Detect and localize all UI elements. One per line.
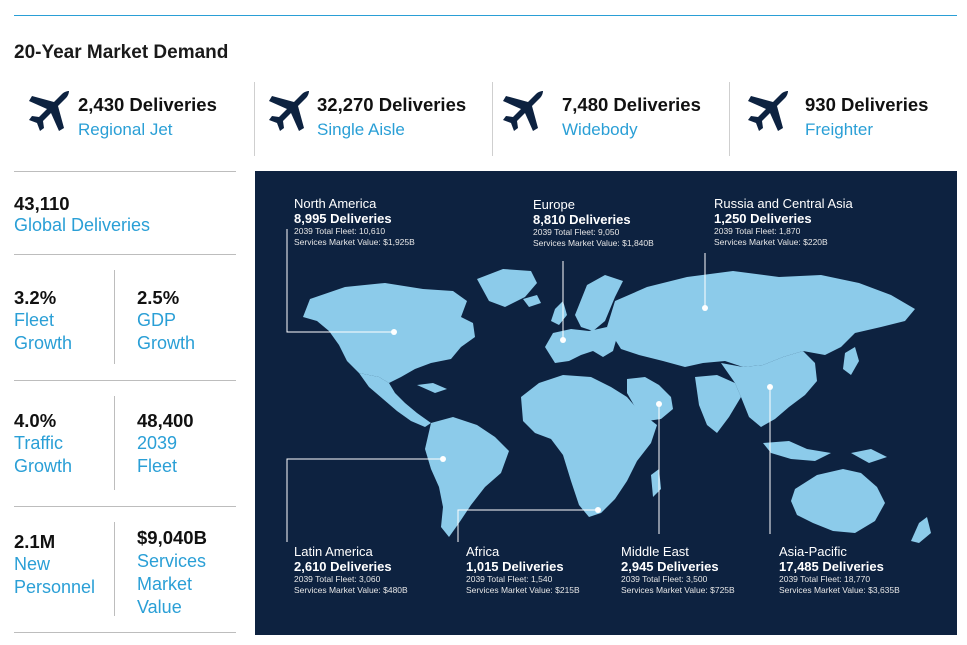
region-fleet: 2039 Total Fleet: 1,540 bbox=[466, 574, 553, 584]
region-services: Services Market Value: $220B bbox=[714, 237, 828, 247]
fleet-2039-label: 2039 Fleet bbox=[137, 433, 178, 476]
airplane-icon bbox=[269, 91, 309, 131]
category-freighter: 930 Deliveries Freighter bbox=[743, 86, 957, 156]
airplane-icon bbox=[748, 91, 788, 131]
region-africa: Africa 1,015 Deliveries 2039 Total Fleet… bbox=[466, 544, 580, 596]
region-name: Latin America bbox=[294, 544, 373, 559]
category-regional-jet: 2,430 Deliveries Regional Jet bbox=[24, 86, 244, 156]
category-widebody: 7,480 Deliveries Widebody bbox=[498, 86, 723, 156]
new-personnel-value: 2.1M bbox=[14, 531, 56, 552]
region-deliveries: 8,810 Deliveries bbox=[533, 212, 631, 227]
region-name: North America bbox=[294, 196, 377, 211]
region-latin-america: Latin America 2,610 Deliveries 2039 Tota… bbox=[294, 544, 408, 596]
region-services: Services Market Value: $1,840B bbox=[533, 238, 654, 248]
fleet-growth-value: 3.2% bbox=[14, 287, 57, 308]
region-deliveries: 1,250 Deliveries bbox=[714, 211, 812, 226]
category-label: Widebody bbox=[562, 120, 638, 139]
region-asia-pacific: Asia-Pacific 17,485 Deliveries 2039 Tota… bbox=[779, 544, 900, 596]
airplane-icon bbox=[503, 91, 543, 131]
region-name: Asia-Pacific bbox=[779, 544, 847, 559]
global-deliveries-label: Global Deliveries bbox=[14, 215, 151, 235]
stats-column-divider bbox=[114, 522, 115, 616]
fleet-2039-value: 48,400 bbox=[137, 410, 194, 431]
stats-column-divider bbox=[114, 396, 115, 490]
gdp-growth-label: GDP Growth bbox=[137, 310, 196, 353]
region-services: Services Market Value: $480B bbox=[294, 585, 408, 595]
region-north-america: North America 8,995 Deliveries 2039 Tota… bbox=[294, 196, 415, 248]
category-divider bbox=[492, 82, 493, 156]
stats-divider bbox=[14, 171, 236, 172]
region-deliveries: 17,485 Deliveries bbox=[779, 559, 884, 574]
deliveries-count: 930 Deliveries bbox=[805, 94, 929, 115]
region-middle-east: Middle East 2,945 Deliveries 2039 Total … bbox=[621, 544, 735, 596]
region-europe: Europe 8,810 Deliveries 2039 Total Fleet… bbox=[533, 197, 654, 249]
region-services: Services Market Value: $215B bbox=[466, 585, 580, 595]
region-name: Russia and Central Asia bbox=[714, 196, 853, 211]
top-divider bbox=[14, 15, 957, 16]
world-map: North America 8,995 Deliveries 2039 Tota… bbox=[255, 171, 957, 635]
global-deliveries-value: 43,110 bbox=[14, 193, 70, 214]
category-label: Regional Jet bbox=[78, 120, 173, 139]
region-services: Services Market Value: $725B bbox=[621, 585, 735, 595]
region-fleet: 2039 Total Fleet: 1,870 bbox=[714, 226, 801, 236]
deliveries-count: 7,480 Deliveries bbox=[562, 94, 701, 115]
region-fleet: 2039 Total Fleet: 9,050 bbox=[533, 227, 620, 237]
region-name: Africa bbox=[466, 544, 500, 559]
gdp-growth-value: 2.5% bbox=[137, 287, 180, 308]
category-label: Freighter bbox=[805, 120, 874, 139]
region-name: Europe bbox=[533, 197, 575, 212]
page-title: 20-Year Market Demand bbox=[14, 42, 229, 63]
stats-divider bbox=[14, 380, 236, 381]
category-single-aisle: 32,270 Deliveries Single Aisle bbox=[264, 86, 489, 156]
services-label: Services Market Value bbox=[137, 551, 207, 617]
stats-column-divider bbox=[114, 270, 115, 364]
new-personnel-label: New Personnel bbox=[14, 554, 96, 597]
region-fleet: 2039 Total Fleet: 10,610 bbox=[294, 226, 386, 236]
airplane-icon bbox=[29, 91, 69, 131]
region-services: Services Market Value: $3,635B bbox=[779, 585, 900, 595]
stats-divider bbox=[14, 632, 236, 633]
region-name: Middle East bbox=[621, 544, 689, 559]
region-deliveries: 8,995 Deliveries bbox=[294, 211, 392, 226]
category-label: Single Aisle bbox=[317, 120, 405, 139]
region-deliveries: 2,945 Deliveries bbox=[621, 559, 719, 574]
stats-divider bbox=[14, 506, 236, 507]
traffic-growth-label: Traffic Growth bbox=[14, 433, 73, 476]
region-fleet: 2039 Total Fleet: 18,770 bbox=[779, 574, 871, 584]
stats-divider bbox=[14, 254, 236, 255]
world-map-land bbox=[286, 229, 931, 543]
category-divider bbox=[254, 82, 255, 156]
services-value: $9,040B bbox=[137, 527, 207, 548]
fleet-growth-label: Fleet Growth bbox=[14, 310, 73, 353]
region-russia-central-asia: Russia and Central Asia 1,250 Deliveries… bbox=[714, 196, 853, 248]
region-services: Services Market Value: $1,925B bbox=[294, 237, 415, 247]
deliveries-count: 2,430 Deliveries bbox=[78, 94, 217, 115]
region-deliveries: 2,610 Deliveries bbox=[294, 559, 392, 574]
category-divider bbox=[729, 82, 730, 156]
traffic-growth-value: 4.0% bbox=[14, 410, 57, 431]
deliveries-count: 32,270 Deliveries bbox=[317, 94, 467, 115]
region-fleet: 2039 Total Fleet: 3,060 bbox=[294, 574, 381, 584]
region-deliveries: 1,015 Deliveries bbox=[466, 559, 564, 574]
region-fleet: 2039 Total Fleet: 3,500 bbox=[621, 574, 708, 584]
